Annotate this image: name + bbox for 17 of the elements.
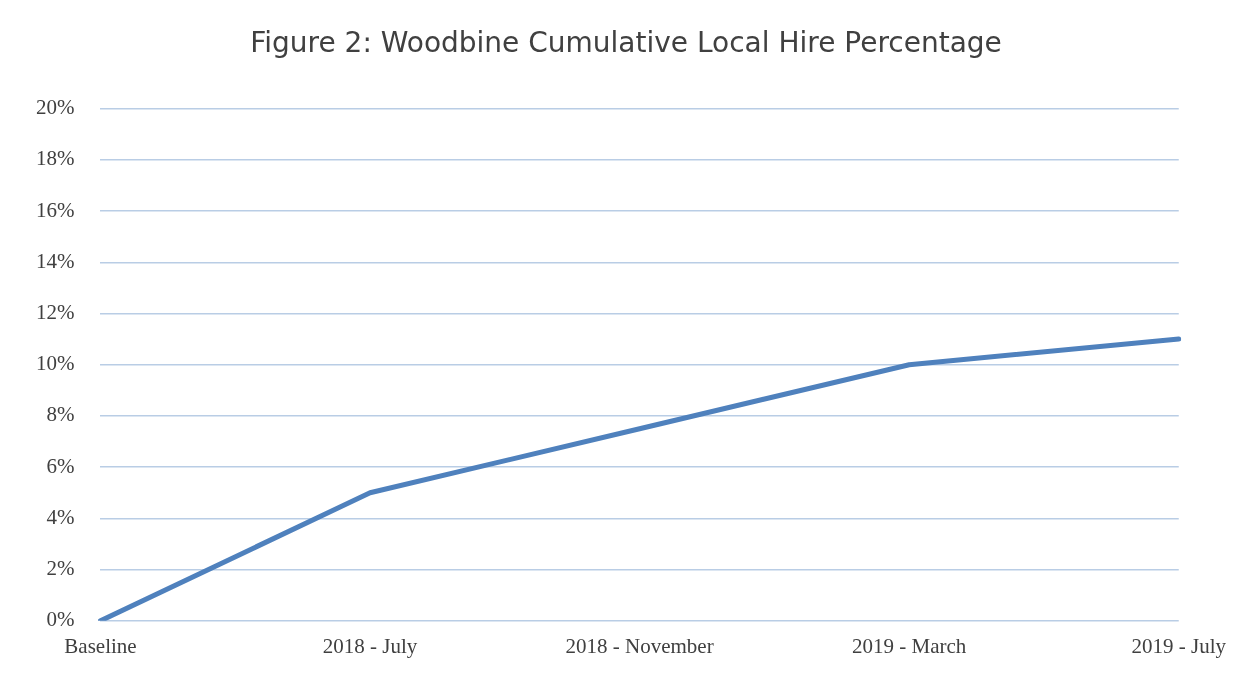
x-tick-label: Baseline bbox=[64, 633, 137, 658]
y-tick-label: 4% bbox=[46, 504, 75, 529]
y-tick-label: 2% bbox=[46, 556, 75, 581]
y-tick-label: 8% bbox=[46, 402, 75, 427]
y-tick-label: 6% bbox=[46, 453, 75, 478]
y-tick-label: 20% bbox=[35, 95, 75, 120]
x-tick-label: 2018 - November bbox=[565, 633, 714, 658]
y-tick-label: 0% bbox=[46, 607, 75, 632]
chart-title: Figure 2: Woodbine Cumulative Local Hire Percentage bbox=[249, 26, 1003, 59]
x-tick-label: 2019 - July bbox=[1131, 633, 1227, 658]
x-tick-label: 2019 - March bbox=[852, 633, 967, 658]
x-tick-label: 2018 - July bbox=[322, 633, 418, 658]
y-tick-label: 18% bbox=[35, 146, 75, 171]
y-tick-label: 12% bbox=[35, 300, 75, 324]
y-tick-label: 14% bbox=[35, 248, 75, 273]
y-tick-label: 16% bbox=[35, 197, 75, 222]
y-tick-label: 10% bbox=[35, 351, 75, 376]
